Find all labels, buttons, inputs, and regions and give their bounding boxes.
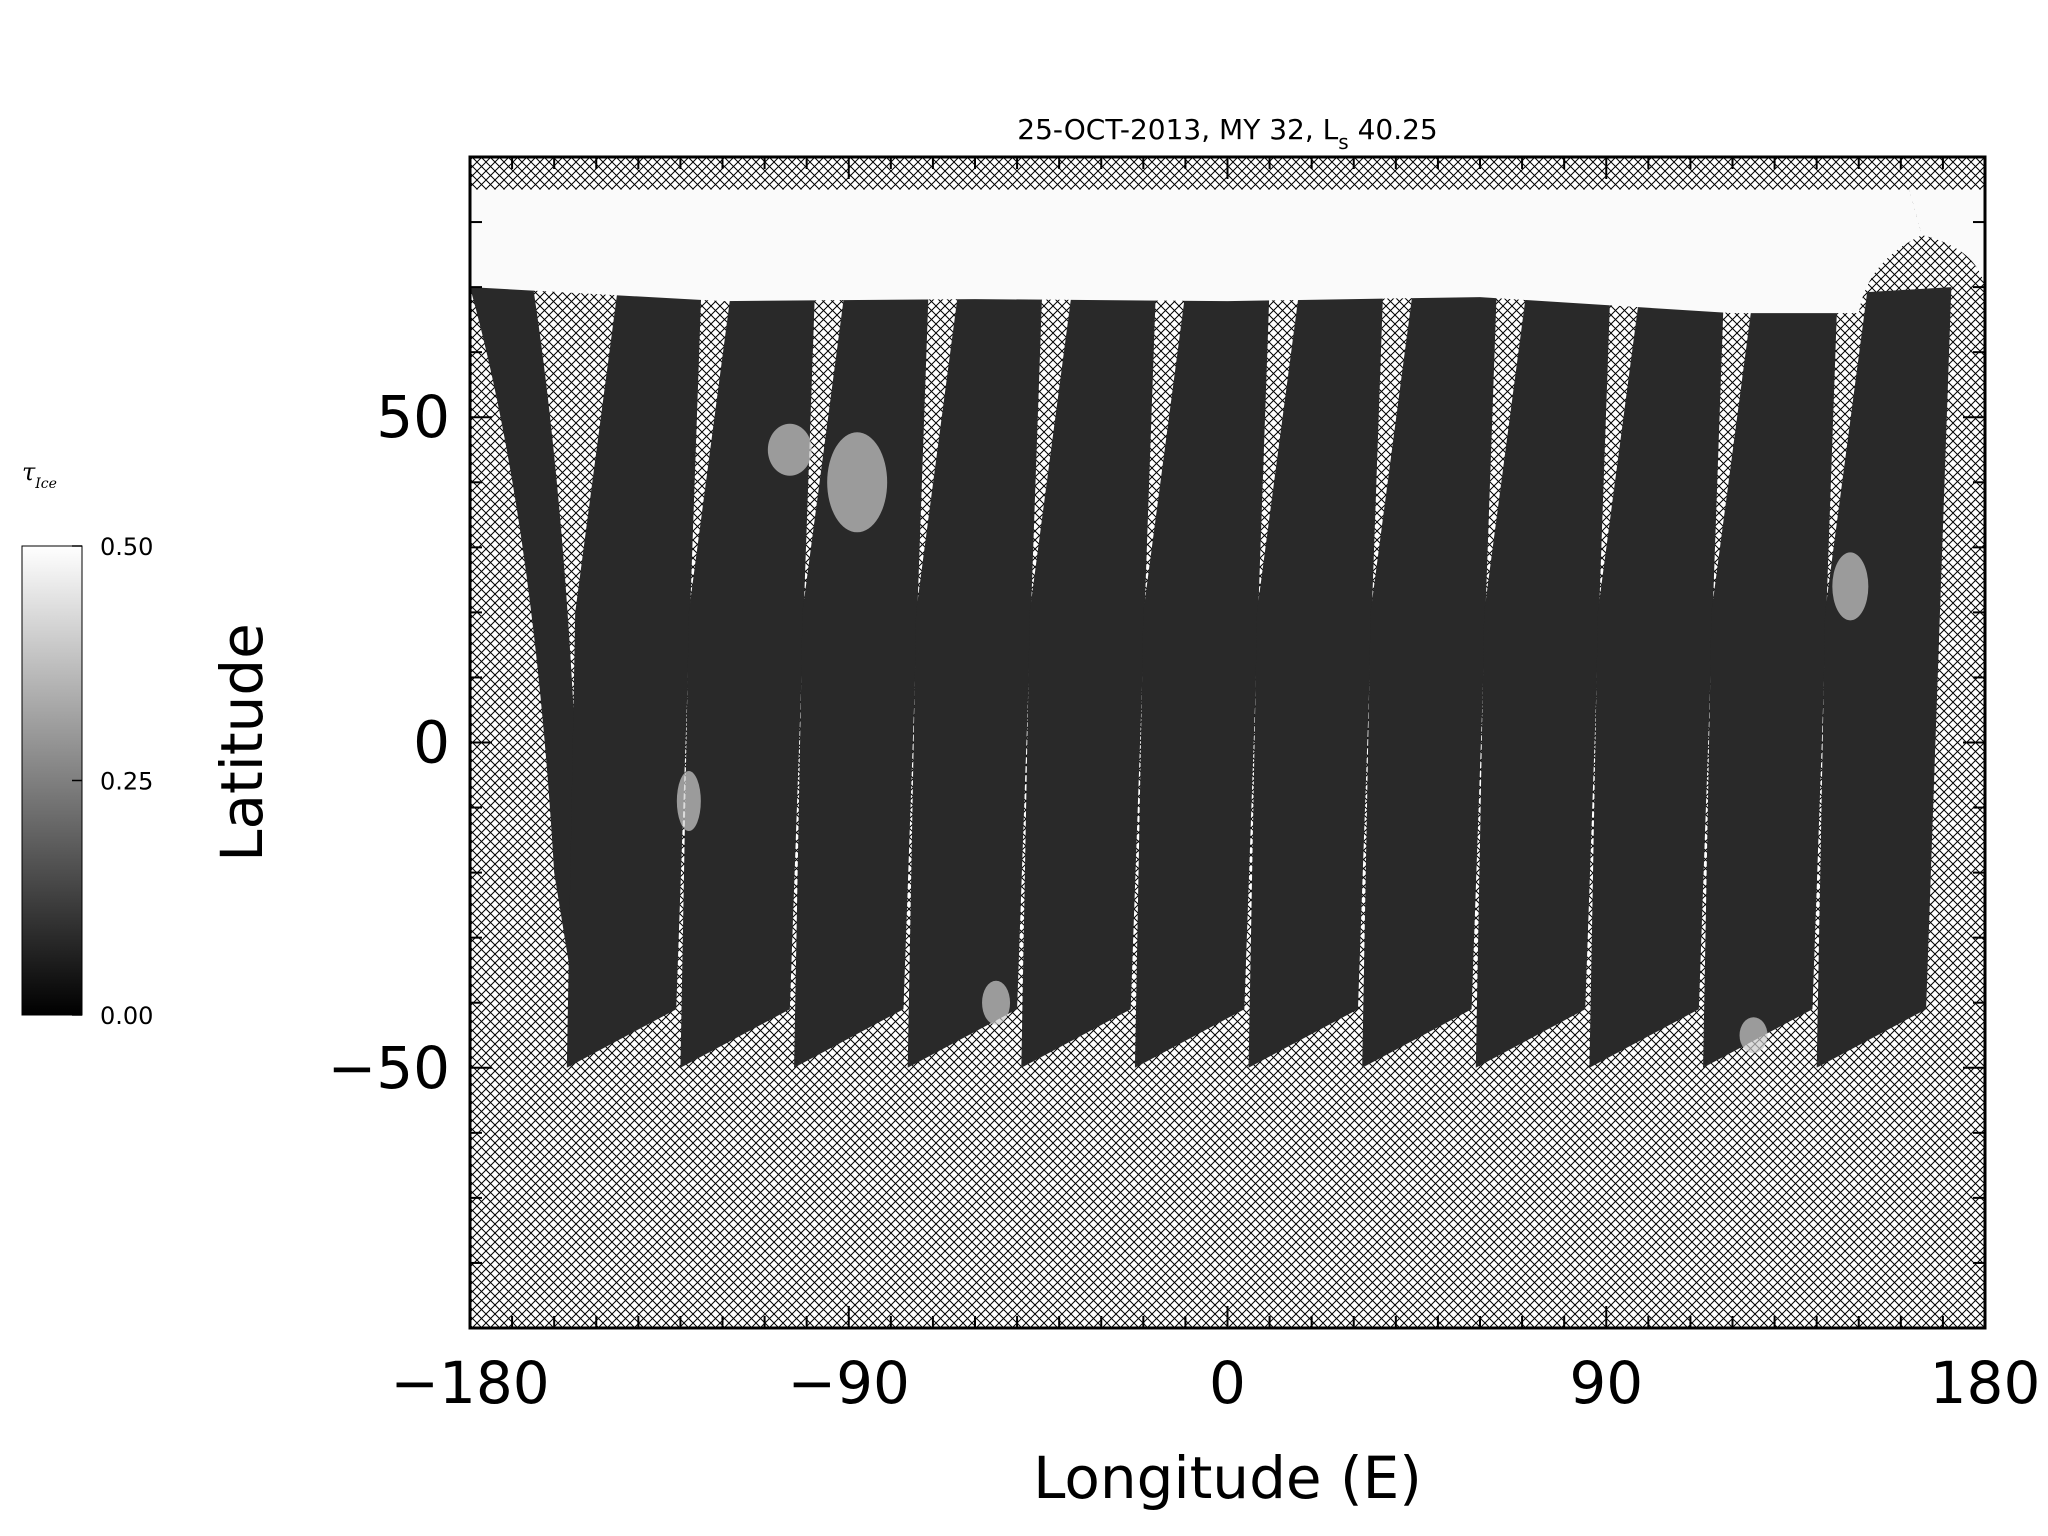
orbit-swath (1134, 287, 1270, 1068)
y-tick-label: 0 (413, 709, 450, 777)
cloud-patch (1739, 1017, 1768, 1054)
x-tick-label: 90 (1569, 1349, 1643, 1417)
orbit-swath (1475, 287, 1611, 1068)
colorbar-tick-label: 0.50 (100, 533, 153, 561)
colorbar-ticks: 0.00 0.25 0.50 (72, 533, 153, 1030)
cloud-patch (982, 980, 1011, 1025)
y-tick-label: 50 (376, 383, 450, 451)
chart-title-subscript: s (1338, 130, 1348, 154)
orbit-swath (907, 287, 1043, 1068)
plot-area (470, 157, 1985, 1328)
cloud-patch (1832, 552, 1869, 621)
orbit-swath (1248, 287, 1384, 1068)
orbit-swath (1589, 287, 1725, 1068)
colorbar-tick-label: 0.00 (100, 1002, 153, 1030)
cloud-patch (827, 432, 888, 533)
orbit-swath (1362, 287, 1497, 1068)
polar-cap-edge (1909, 189, 1985, 288)
chart-title-main: 25-OCT-2013, MY 32, L (1017, 113, 1338, 146)
orbit-swath (566, 287, 702, 1068)
cloud-patch (767, 423, 812, 476)
colorbar-label-symbol: τ (22, 458, 36, 486)
y-tick-label: −50 (328, 1034, 450, 1102)
cloud-patch (676, 771, 701, 832)
orbit-swath (1816, 287, 1952, 1068)
polar-cap (470, 189, 1922, 314)
x-axis-label: Longitude (E) (1033, 1444, 1422, 1512)
orbit-swath (1703, 287, 1838, 1068)
chart-title: 25-OCT-2013, MY 32, Ls 40.25 (1017, 113, 1437, 154)
orbit-swath (1021, 287, 1156, 1068)
x-tick-label: −180 (390, 1349, 549, 1417)
x-tick-label: 180 (1930, 1349, 2041, 1417)
colorbar: τIce 0.00 0.25 0.50 (21, 458, 153, 1030)
colorbar-label: τIce (22, 458, 57, 492)
colorbar-label-subscript: Ice (34, 476, 57, 492)
orbit-swath (680, 287, 816, 1068)
x-tick-label: 0 (1209, 1349, 1246, 1417)
axis-ticks: −180 −90 0 90 180 −50 0 50 (328, 156, 2041, 1417)
orbit-swath-edge (470, 287, 588, 1003)
chart-title-suffix: 40.25 (1349, 113, 1438, 146)
x-tick-label: −90 (788, 1349, 910, 1417)
y-axis-label: Latitude (208, 623, 276, 862)
colorbar-tick-label: 0.25 (100, 768, 153, 796)
